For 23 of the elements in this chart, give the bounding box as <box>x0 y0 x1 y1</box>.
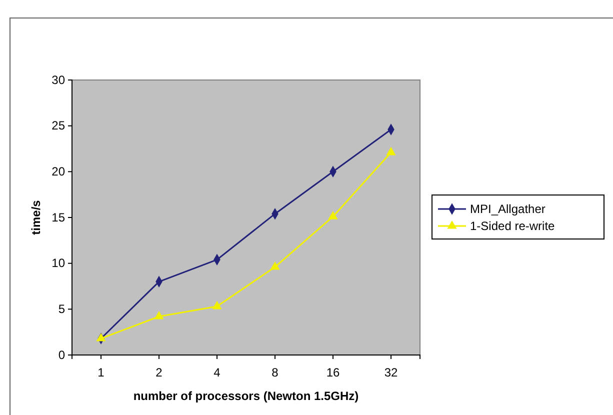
y-tick-label: 0 <box>58 348 66 362</box>
legend-label: 1-Sided re-write <box>470 219 556 233</box>
legend-label: MPI_Allgather <box>470 202 546 216</box>
point <box>386 146 396 156</box>
x-tick-label: 1 <box>98 365 105 380</box>
x-tick-label: 16 <box>326 365 340 380</box>
x-axis-title: number of processors (Newton 1.5GHz) <box>133 389 359 403</box>
y-tick-label: 15 <box>52 210 66 224</box>
point <box>212 300 222 310</box>
x-tick-label: 8 <box>272 365 279 380</box>
point <box>328 211 338 220</box>
point <box>154 310 164 320</box>
y-tick-label: 25 <box>52 118 66 133</box>
y-tick-label: 10 <box>52 256 66 270</box>
point <box>96 332 106 342</box>
x-tick-label: 32 <box>384 365 398 380</box>
x-tick-label: 2 <box>156 365 163 380</box>
y-tick-label: 5 <box>58 302 66 316</box>
x-tick-label: 4 <box>214 365 221 380</box>
y-axis-title: time/s <box>29 200 43 235</box>
y-tick-label: 20 <box>52 164 66 179</box>
point <box>270 261 280 270</box>
y-tick-label: 30 <box>52 72 66 87</box>
